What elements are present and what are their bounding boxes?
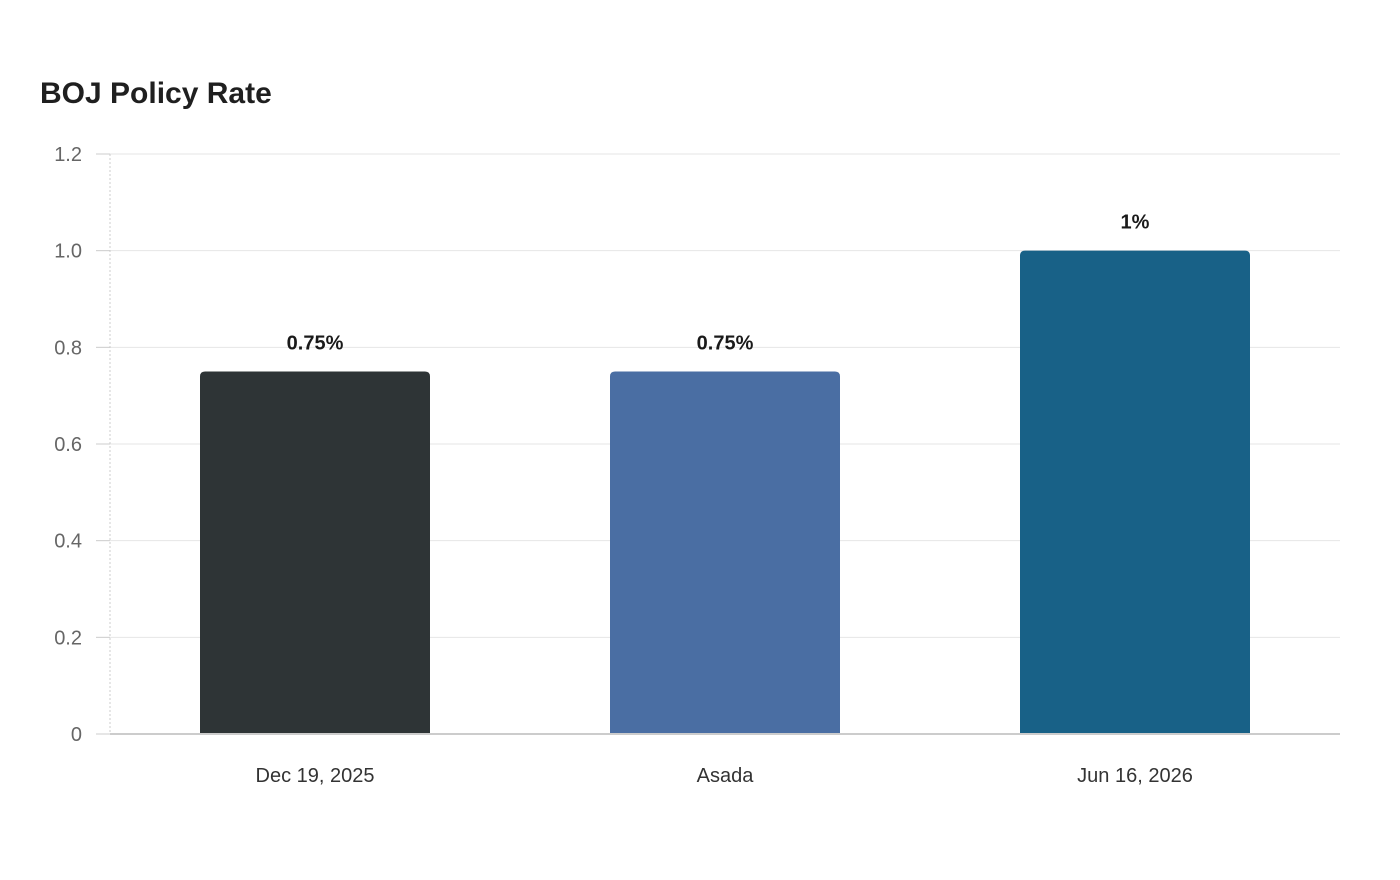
chart-title: BOJ Policy Rate bbox=[40, 77, 272, 110]
bars bbox=[200, 250, 1250, 734]
bar bbox=[1020, 250, 1250, 734]
bar bbox=[200, 371, 430, 734]
y-axis-ticks: 0 0.2 0.4 0.6 0.8 1.0 1.2 bbox=[54, 144, 110, 746]
data-label: 0.75% bbox=[697, 333, 754, 355]
y-tick-label: 0 bbox=[71, 724, 82, 746]
x-tick-label: Jun 16, 2026 bbox=[1077, 765, 1193, 787]
data-label: 0.75% bbox=[287, 333, 344, 355]
y-tick-label: 1.0 bbox=[54, 241, 82, 263]
x-axis-labels: Dec 19, 2025 Asada Jun 16, 2026 bbox=[256, 765, 1193, 787]
y-tick-label: 0.4 bbox=[54, 531, 82, 553]
y-tick-label: 0.6 bbox=[54, 434, 82, 456]
data-label: 1% bbox=[1121, 212, 1150, 234]
y-tick-label: 0.8 bbox=[54, 337, 82, 359]
bar bbox=[610, 371, 840, 734]
data-labels: 0.75% 0.75% 1% bbox=[287, 212, 1150, 355]
y-tick-label: 1.2 bbox=[54, 144, 82, 166]
x-tick-label: Dec 19, 2025 bbox=[256, 765, 375, 787]
x-tick-label: Asada bbox=[697, 765, 755, 787]
y-tick-label: 0.2 bbox=[54, 627, 82, 649]
